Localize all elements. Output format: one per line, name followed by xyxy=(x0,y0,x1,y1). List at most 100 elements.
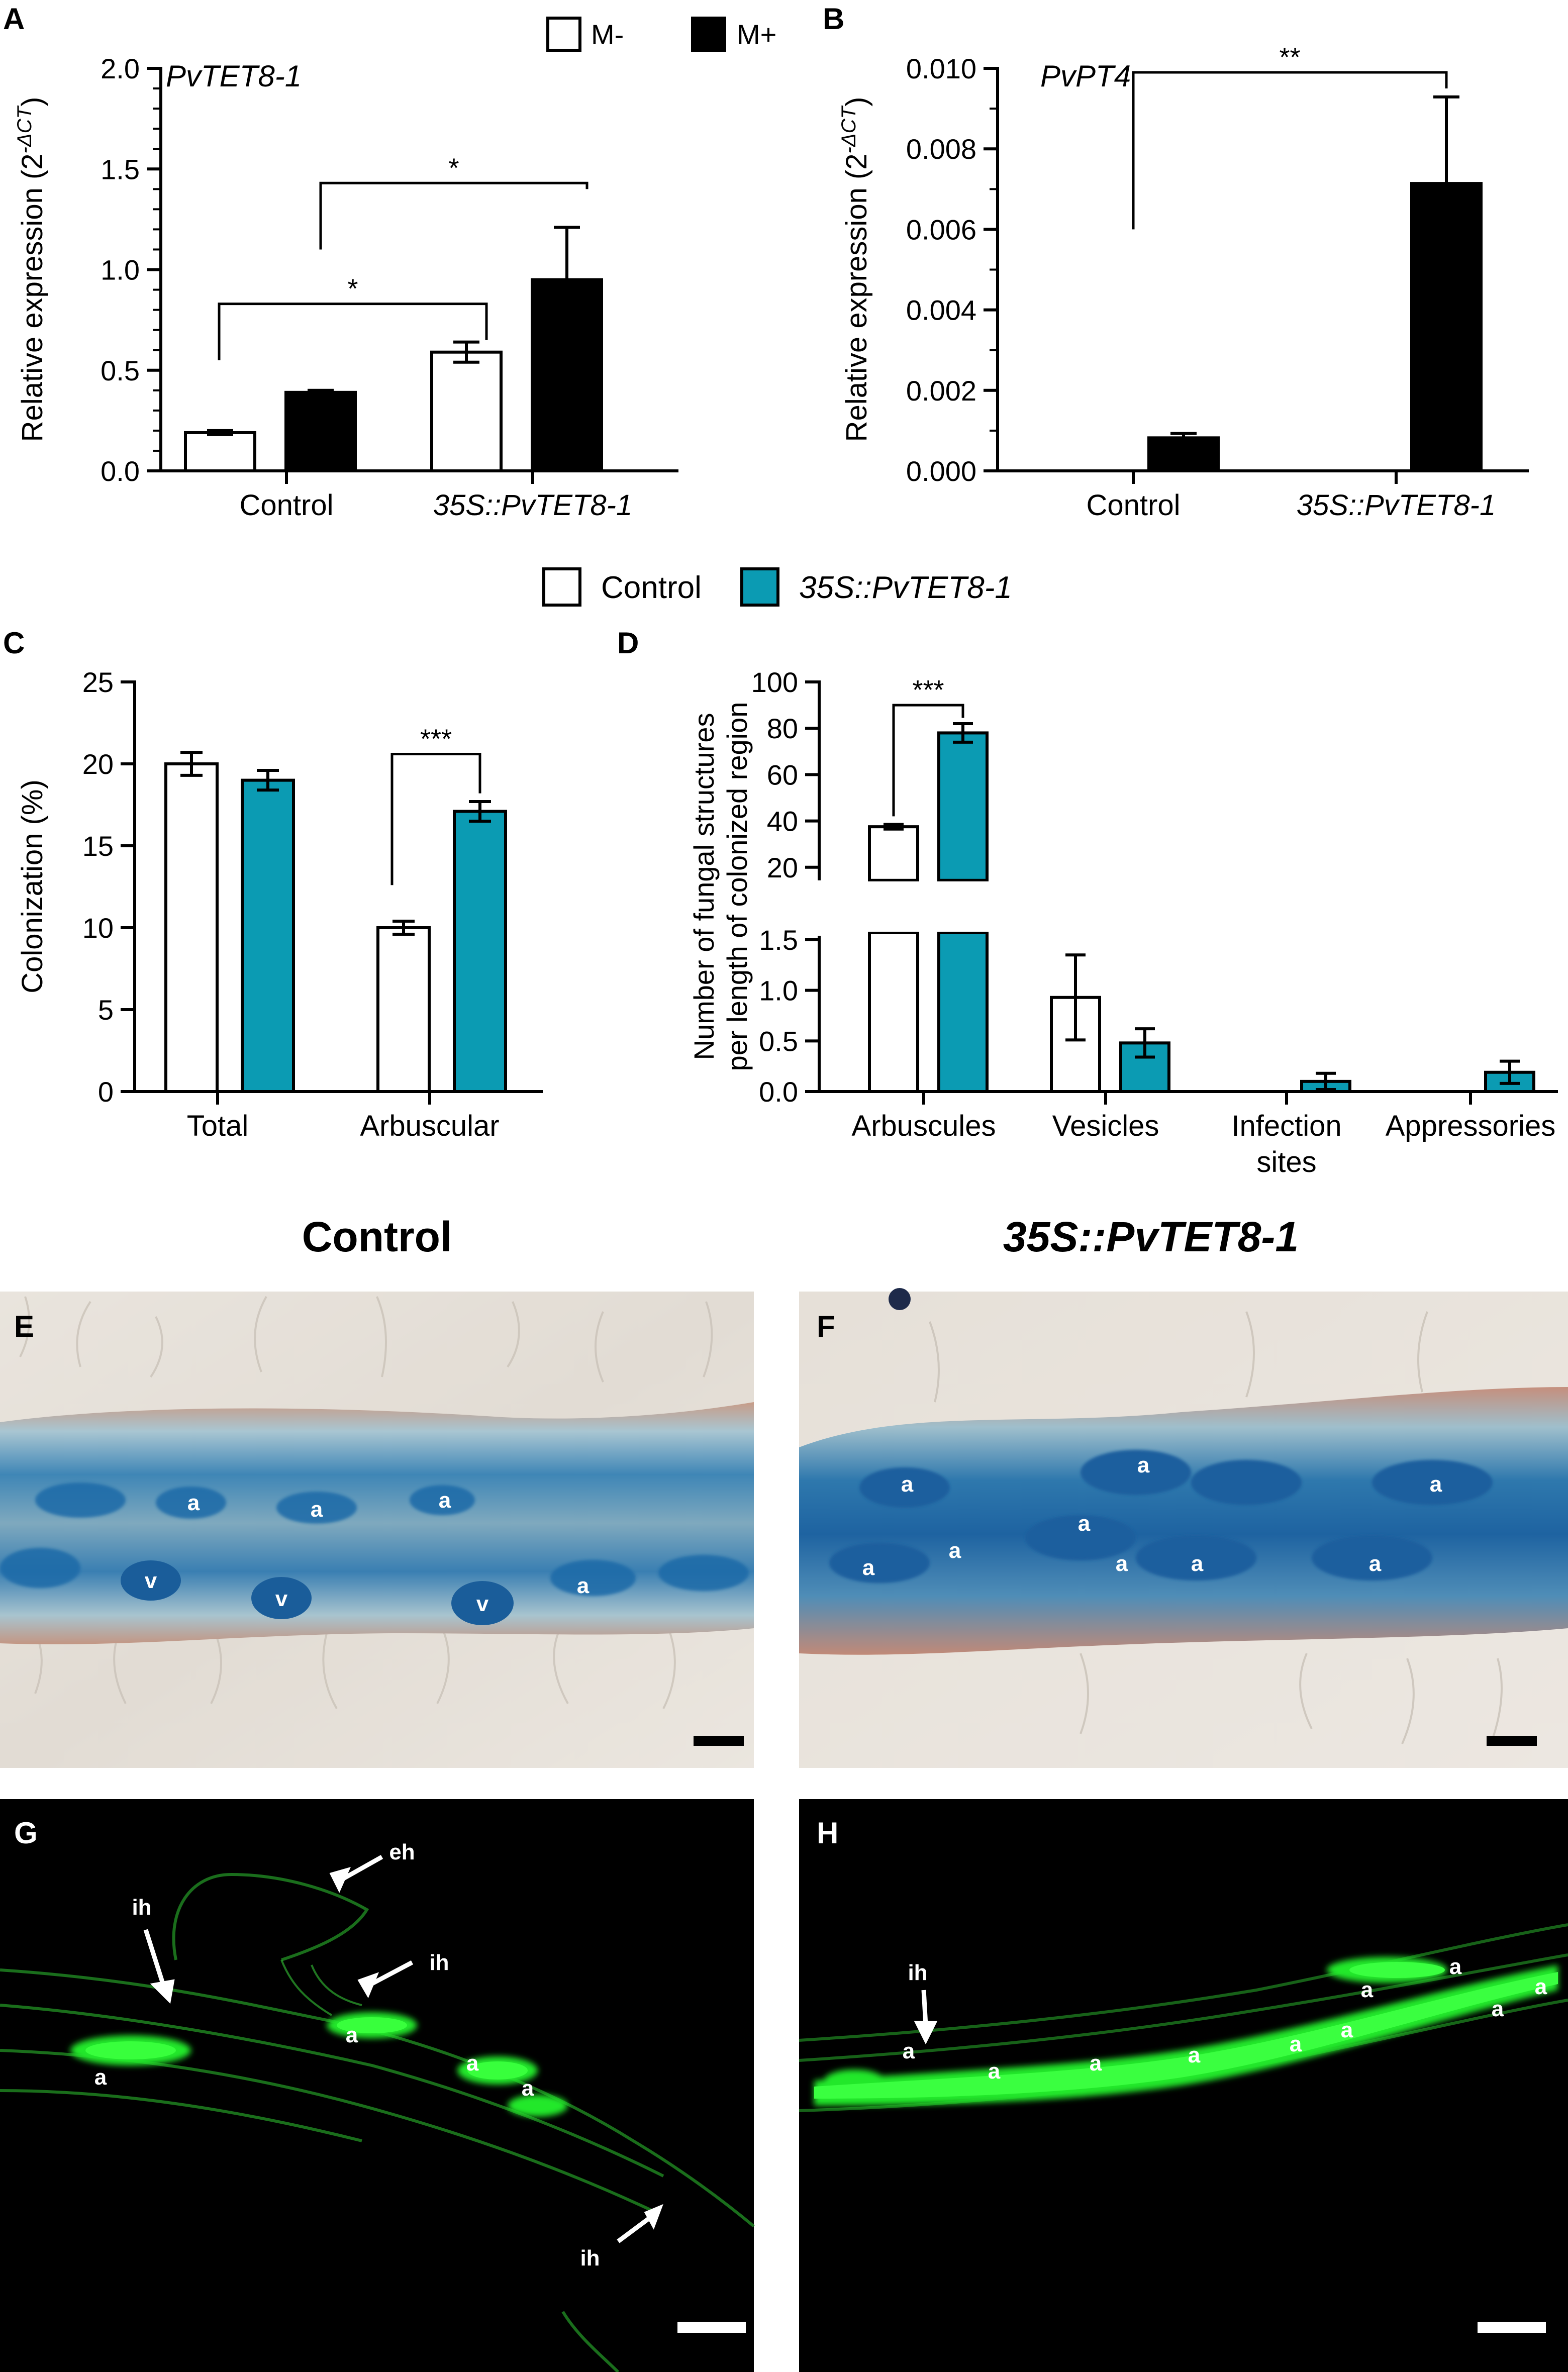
significance-bracket xyxy=(892,704,964,817)
arbuscule-label: a xyxy=(466,2051,479,2076)
panel-letter-e: E xyxy=(14,1310,34,1343)
external-hyphae-label: eh xyxy=(389,1840,415,1864)
legend-label-control: Control xyxy=(601,570,702,605)
arbuscule-label: a xyxy=(1369,1551,1382,1576)
x-tick-label: Arbuscules xyxy=(852,1110,996,1142)
y-tick-label: 25 xyxy=(82,666,114,698)
vesicle-label: v xyxy=(145,1568,157,1593)
micrograph-h-labels: ih a a a a a a a a a a xyxy=(903,1954,1547,2084)
y-tick-label: 10 xyxy=(82,912,114,944)
significance-bracket xyxy=(390,752,481,885)
x-tick-label: Control xyxy=(1087,489,1181,522)
arrows-g xyxy=(143,1855,663,2243)
scale-bar xyxy=(677,2322,746,2333)
arbuscule-label: a xyxy=(903,2039,915,2063)
y-tick-label: 0.5 xyxy=(759,1025,798,1057)
significance-bracket xyxy=(1132,71,1448,230)
axis-break-gap xyxy=(935,881,991,932)
scale-bar xyxy=(1487,1736,1537,1746)
y-tick-label: 0.010 xyxy=(906,53,976,84)
x-tick-label: Control xyxy=(240,489,334,522)
y-axis-label: Number of fungal structuresper length of… xyxy=(688,702,753,1071)
x-tick-label: 35S::PvTET8-1 xyxy=(1297,489,1496,522)
arrows-h xyxy=(914,1990,938,2045)
panel-letter-d: D xyxy=(617,626,639,660)
x-tick-label: Appressories xyxy=(1386,1110,1555,1142)
significance-label: * xyxy=(448,153,459,183)
y-tick-label: 5 xyxy=(98,994,114,1026)
y-axis-label: Colonization (%) xyxy=(16,779,49,994)
micrograph-g: ih eh ih a a a a ih G xyxy=(0,1799,755,2372)
bar xyxy=(453,810,507,1094)
scale-bar xyxy=(1478,2322,1546,2333)
legend-middle: Control 35S::PvTET8-1 xyxy=(542,567,1012,607)
y-axis-label: Relative expression (2-ΔCT) xyxy=(14,97,49,442)
bar xyxy=(531,278,603,473)
column-title-control: Control xyxy=(302,1213,452,1260)
internal-hyphae-label: ih xyxy=(908,1960,927,1985)
legend-label-m-plus: M+ xyxy=(737,19,776,50)
panel-letter-g: G xyxy=(14,1816,38,1850)
arbuscule-label: a xyxy=(1492,1997,1504,2021)
y-tick-label: 0.008 xyxy=(906,133,976,165)
internal-hyphae-label: ih xyxy=(580,2246,600,2270)
chart-panel-c: 0 5 10 15 20 25 Total Arbuscular Colonization (%… xyxy=(16,666,543,1142)
y-tick-label: 0.002 xyxy=(906,375,976,407)
y-tick-label: 0.0 xyxy=(101,455,140,487)
arbuscule-label: a xyxy=(862,1555,875,1580)
arbuscule-label: a xyxy=(577,1573,590,1598)
arbuscule-label: a xyxy=(1078,1511,1091,1536)
legend-label-m-minus: M- xyxy=(591,19,624,50)
significance-label: *** xyxy=(912,675,944,705)
y-tick-label: 0.0 xyxy=(759,1076,798,1108)
x-tick-label: 35S::PvTET8-1 xyxy=(433,489,632,522)
arbuscule-label: a xyxy=(1116,1551,1128,1576)
y-tick-label: 15 xyxy=(82,830,114,862)
axis-break-gap xyxy=(865,881,922,932)
legend-swatch-overexpression xyxy=(740,567,779,607)
micrograph-f-labels: a a a a a a a a a xyxy=(862,1453,1442,1580)
micrograph-e-labels: a a a a v v v xyxy=(145,1488,590,1616)
y-tick-label: 20 xyxy=(767,852,798,883)
legend-swatch-m-minus xyxy=(546,17,581,52)
y-tick-label: 1.5 xyxy=(101,153,140,185)
arbuscule-label: a xyxy=(1290,2032,1302,2056)
x-tick-label: Vesicles xyxy=(1052,1110,1159,1142)
internal-hyphae-label: ih xyxy=(429,1950,449,1975)
column-title-overexpression: 35S::PvTET8-1 xyxy=(1003,1213,1299,1260)
legend-top: M- M+ xyxy=(546,17,776,52)
vesicle-label: v xyxy=(275,1587,288,1611)
scale-bar xyxy=(694,1736,744,1746)
arbuscule-label: a xyxy=(988,2059,1001,2084)
arbuscule-label: a xyxy=(901,1472,914,1497)
arbuscule-label: a xyxy=(1430,1472,1442,1497)
y-tick-label: 1.0 xyxy=(101,254,140,286)
bar xyxy=(868,931,919,1093)
significance-label: ** xyxy=(1279,42,1300,72)
y-tick-label: 0 xyxy=(98,1076,114,1108)
significance-bracket xyxy=(218,303,488,360)
arbuscule-label: a xyxy=(1090,2051,1102,2076)
y-tick-label: 0.5 xyxy=(101,355,140,386)
bar xyxy=(937,931,989,1093)
internal-hyphae-label: ih xyxy=(132,1895,151,1920)
x-tick-label: Arbuscular xyxy=(360,1110,499,1142)
chart-panel-b: 0.000 0.002 0.004 0.006 0.008 0.010 Control 35S… xyxy=(838,42,1529,522)
arbuscule-label: a xyxy=(346,2023,358,2047)
bar xyxy=(184,431,256,473)
y-tick-label: 2.0 xyxy=(101,53,140,84)
bar xyxy=(1410,182,1483,472)
y-tick-label: 100 xyxy=(751,666,798,698)
panel-letters: A B C D xyxy=(3,2,844,660)
bar xyxy=(376,926,431,1093)
micrograph-g-labels: ih eh ih a a a a ih xyxy=(94,1840,600,2270)
y-tick-label: 1.5 xyxy=(759,924,798,956)
panel-letter-c: C xyxy=(3,626,25,660)
y-tick-label: 0.000 xyxy=(906,455,976,487)
arbuscule-label: a xyxy=(94,2065,107,2090)
arbuscule-label: a xyxy=(1188,2043,1201,2067)
bar xyxy=(937,731,989,882)
arbuscule-label: a xyxy=(439,1488,451,1513)
